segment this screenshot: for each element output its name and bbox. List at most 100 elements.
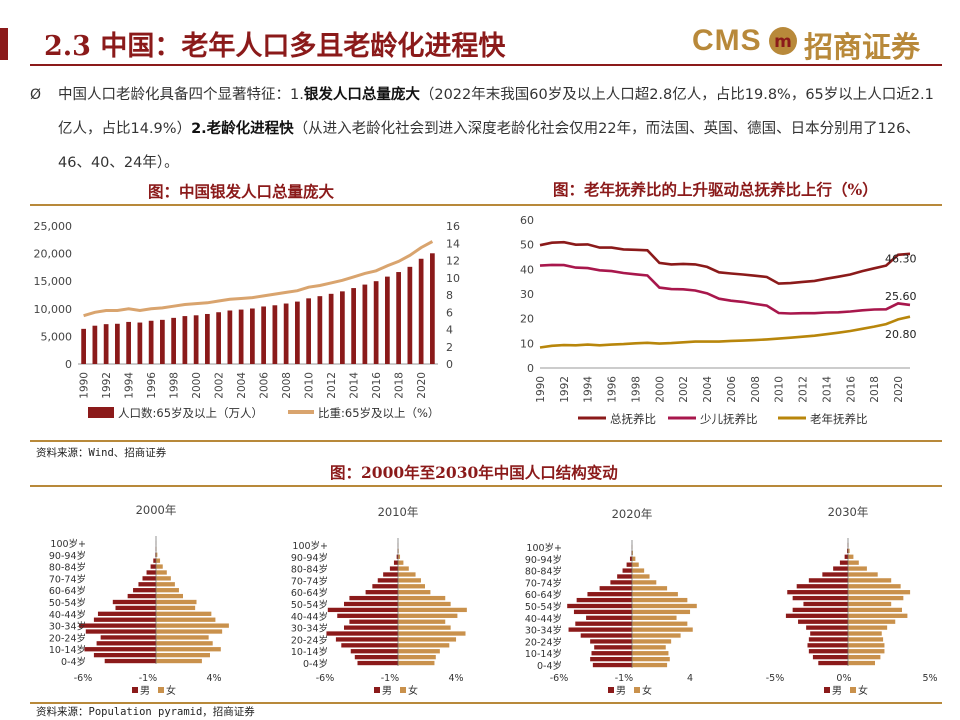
chart1-bar [137, 322, 143, 364]
pyramid-female-bar [398, 572, 416, 577]
pyramid-female-bar [156, 611, 212, 616]
pyramid-age-label: 30-34岁 [525, 625, 562, 637]
pyramid-male-bar [153, 558, 156, 563]
pyramid-male-bar [573, 609, 632, 615]
pyramid-female-bar [848, 554, 854, 559]
pyramid-female-bar [156, 658, 202, 664]
pyramid-male-bar [792, 595, 848, 601]
chart1-x-tick: 2020 [416, 372, 428, 399]
pyramid-female-bar [156, 570, 167, 575]
pyramid-legend-female-swatch [634, 687, 640, 693]
pyramid-legend-male-swatch [824, 687, 830, 693]
chart1-svg: 0 5,000 10,000 15,000 20,000 25,000 0 2 4 6 8 10 12 1… [34, 220, 461, 420]
pyramid-legend-female-label: 女 [166, 684, 176, 697]
pyramid-x-tick-left: -6% [316, 673, 335, 684]
pyramid-male-bar [591, 651, 632, 656]
pyramid-male-bar [792, 607, 848, 613]
pyramid-x-tick-left: -5% [766, 673, 785, 684]
chart1-x-tick: 2016 [371, 372, 383, 399]
chart1-bar [160, 319, 165, 364]
pyramid-female-bar [632, 615, 677, 620]
pyramid-female-bar [156, 652, 210, 658]
chart2-y-tick: 30 [520, 288, 534, 301]
pyramid-female-bar [632, 656, 670, 662]
chart3-divider [30, 485, 942, 487]
pyramid-female-bar [398, 584, 425, 589]
pyramid-female-bar [632, 621, 688, 626]
pyramid-year-title: 2010年 [378, 505, 419, 519]
pyramid-legend-female-label: 女 [858, 684, 868, 697]
chart1-y-right-tick: 10 [446, 272, 460, 285]
chart1-bar [250, 308, 255, 364]
pyramid-male-bar [785, 613, 848, 618]
pyramid-female-bar [632, 592, 678, 597]
pyramid-male-bar [586, 615, 632, 620]
chart2-x-tick: 2018 [869, 376, 881, 403]
chart1-bar [148, 320, 154, 364]
chart1-bar [317, 296, 323, 364]
header-divider [30, 64, 942, 66]
chart2-x-tick: 1990 [535, 376, 547, 403]
pyramid-male-bar [798, 619, 848, 624]
chart1-bar [362, 284, 368, 364]
pyramid-male-bar [787, 590, 848, 595]
chart2-x-tick: 2004 [702, 376, 714, 403]
pyramid-male-bar [808, 649, 848, 654]
chart2-youth-line [539, 263, 911, 315]
pyramid-female-bar [848, 613, 908, 618]
pyramid-age-label: 100岁+ [50, 538, 86, 550]
chart2-legend-label: 老年抚养比 [810, 412, 868, 426]
pyramid-male-bar [96, 641, 156, 646]
source-note-1: 资料来源：Wind、招商证券 [36, 447, 167, 459]
pyramid-male-bar [354, 654, 398, 660]
pyramid-age-label: 20-24岁 [525, 636, 562, 648]
bullet-text-3: （从进入老龄化社会到进入深度老龄化社会仅用22年，而法国、英国、德国、日本分别用… [58, 121, 920, 171]
pyramid-female-bar [398, 637, 457, 642]
chart1-legend-bar-label: 人口数:65岁及以上（万人） [118, 406, 263, 420]
chart1-ratio-line [83, 240, 434, 318]
pyramid-male-bar [344, 625, 398, 630]
pyramid-female-bar [156, 552, 158, 557]
pyramid-female-bar [632, 580, 657, 585]
pyramid-female-bar [632, 574, 650, 579]
pyramid-male-bar [326, 631, 398, 636]
pyramid-male-bar [803, 601, 848, 607]
pyramid-male-bar [383, 572, 398, 577]
pyramid-male-bar [349, 619, 398, 624]
chart1-bar [340, 291, 345, 364]
chart1-x-tick: 1996 [146, 372, 158, 399]
pyramid-age-label: 30-34岁 [291, 623, 328, 635]
logo-text: CMS [692, 24, 762, 57]
pyramid-male-bar [610, 580, 632, 585]
logo-mark-icon: m [769, 27, 797, 55]
pyramid-male-bar [337, 613, 398, 618]
chart1-x-tick: 2018 [394, 372, 406, 399]
pyramid-year-title: 2000年 [136, 503, 177, 517]
pyramid-male-bar [85, 629, 156, 634]
pyramid-female-bar [848, 619, 896, 624]
chart1-bar [238, 309, 244, 364]
chart2-x-tick: 1992 [559, 376, 571, 403]
chart1-bar [171, 317, 176, 364]
pyramid-female-bar [398, 631, 466, 636]
pyramid-male-bar [79, 623, 156, 628]
chart1-bar [103, 324, 109, 364]
pyramid-age-label: 0-4岁 [61, 656, 86, 668]
chart1-bar [193, 315, 199, 364]
pyramid-female-bar [398, 613, 458, 618]
pyramid-male-bar [812, 654, 848, 660]
chart2-legend-label: 总抚养比 [610, 412, 656, 426]
chart2-title: 图：老年抚养比的上升驱动总抚养比上行（%） [553, 180, 878, 199]
chart1-y-right-tick: 4 [446, 324, 453, 337]
pyramid-female-bar [632, 645, 666, 650]
pyramid-male-bar [629, 556, 632, 561]
pyramid-female-bar [848, 660, 875, 666]
chart1-x-tick: 1998 [169, 372, 181, 399]
pyramid-x-tick-mid: 0% [836, 673, 851, 684]
pyramid-male-bar [847, 548, 848, 554]
pyramid-male-bar [335, 637, 398, 642]
chart1-y-left-tick: 0 [65, 358, 72, 371]
chart1-bar [407, 266, 413, 364]
pyramid-male-bar [100, 635, 156, 640]
chart2-svg: 0 10 20 30 40 50 60 46.30 25.60 20.80 1990 1992 1994… [520, 214, 917, 426]
